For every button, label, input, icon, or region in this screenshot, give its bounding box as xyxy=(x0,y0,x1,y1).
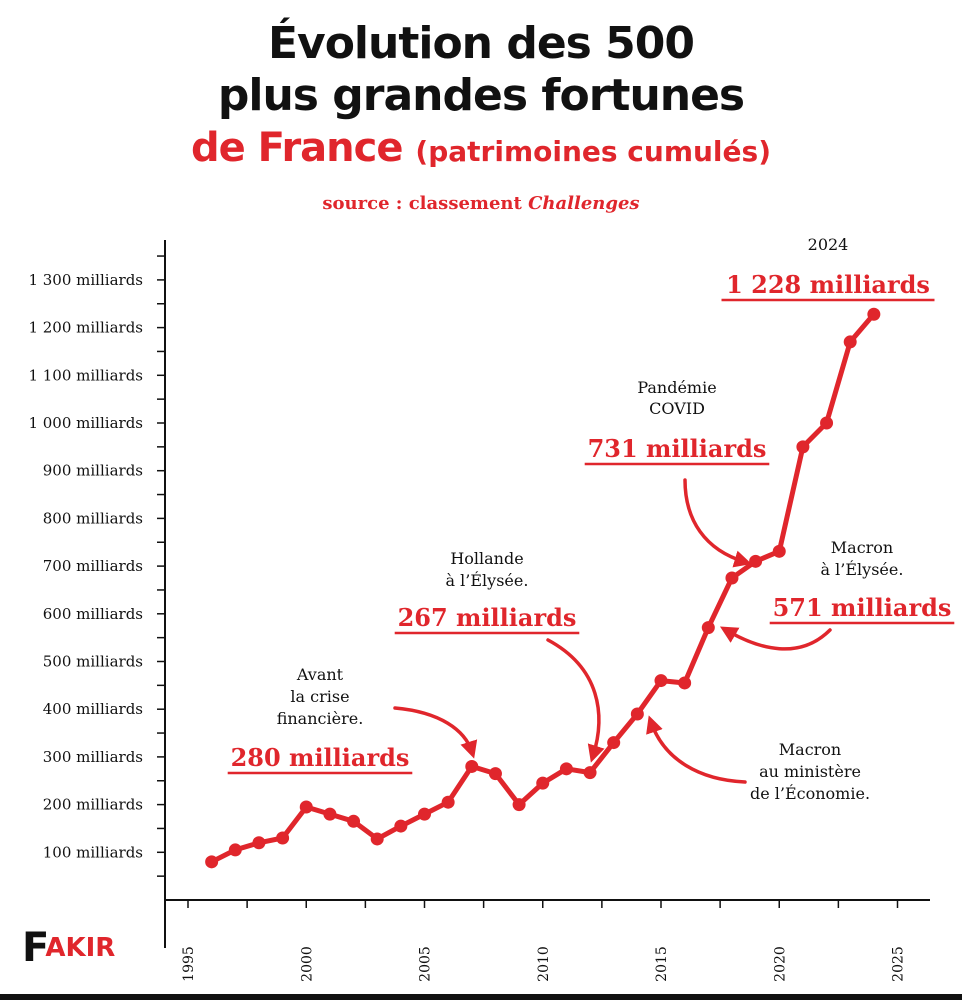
annotation-value: 267 milliards xyxy=(398,603,577,632)
data-point xyxy=(701,621,715,635)
title-line-1: Évolution des 500 xyxy=(267,18,695,69)
logo-letter: F xyxy=(22,925,50,971)
chart-series xyxy=(205,307,881,869)
data-point xyxy=(465,759,479,773)
y-tick-label: 100 milliards xyxy=(43,843,143,861)
annotation-text: la crise xyxy=(290,687,349,706)
data-point xyxy=(583,766,597,780)
data-point xyxy=(441,795,455,809)
logo-text: AKIR xyxy=(45,933,116,963)
y-tick-label: 600 milliards xyxy=(43,605,143,623)
annotation-value: 571 milliards xyxy=(773,593,952,622)
y-tick-label: 1 300 milliards xyxy=(28,271,143,289)
data-point xyxy=(299,800,313,814)
data-point xyxy=(418,807,431,821)
source-note: source : classement Challenges xyxy=(0,193,962,214)
data-point xyxy=(205,855,219,869)
annotation-text: à l’Élysée. xyxy=(821,559,904,579)
annotation-value: 1 228 milliards xyxy=(726,270,930,299)
annotation-text: Avant xyxy=(296,665,344,684)
annotation-text: de l’Économie. xyxy=(750,783,870,803)
y-tick-label: 1 200 milliards xyxy=(28,319,143,337)
annotation-text: Macron xyxy=(779,740,841,759)
source-name: Challenges xyxy=(528,193,640,214)
data-point xyxy=(630,707,644,721)
chart-annotations: Avant la crise financière. 280 milliards Hol… xyxy=(227,235,955,803)
title-subtitle: (patrimoines cumulés) xyxy=(415,135,771,168)
y-tick-label: 700 milliards xyxy=(43,557,143,575)
data-point xyxy=(843,335,857,349)
data-point xyxy=(654,674,668,688)
data-point xyxy=(394,819,408,833)
data-point xyxy=(796,440,810,454)
data-point xyxy=(607,736,621,750)
x-tick-label: 2020 xyxy=(772,946,788,982)
y-tick-label: 400 milliards xyxy=(43,700,143,718)
x-tick-label: 2015 xyxy=(654,946,670,982)
data-point xyxy=(536,776,550,790)
data-point xyxy=(276,831,290,845)
y-tick-label: 300 milliards xyxy=(43,748,143,766)
y-tick-label: 800 milliards xyxy=(43,509,143,527)
data-point xyxy=(749,554,763,568)
title-line-2: plus grandes fortunes xyxy=(217,70,745,121)
x-tick-label: 1995 xyxy=(181,946,197,982)
annotation-text: Macron xyxy=(831,538,893,557)
x-tick-label: 2005 xyxy=(418,946,434,982)
source-prefix: source : classement xyxy=(322,193,522,214)
data-point xyxy=(370,832,384,846)
x-tick-label: 2000 xyxy=(299,946,315,982)
data-point xyxy=(347,814,361,828)
x-tick-label: 2025 xyxy=(891,946,907,982)
annotation-text: 2024 xyxy=(808,235,849,254)
annotation-arrow xyxy=(546,638,605,763)
data-point xyxy=(228,843,242,857)
y-tick-label: 1 000 milliards xyxy=(28,414,143,432)
annotation-arrow xyxy=(646,715,747,784)
annotation-arrow xyxy=(719,626,832,651)
chart-axes: 100 milliards 200 milliards 300 milliards 4… xyxy=(28,240,930,982)
annotation-text: Pandémie xyxy=(637,378,716,397)
chart-annotation-arrows xyxy=(393,478,832,784)
data-point xyxy=(488,767,502,781)
title-country: de France xyxy=(190,125,403,171)
data-point xyxy=(725,571,739,585)
data-point xyxy=(867,307,881,321)
data-point xyxy=(323,807,337,821)
data-point xyxy=(820,416,834,430)
annotation-text: Hollande xyxy=(450,549,523,568)
y-tick-label: 500 milliards xyxy=(43,653,143,671)
annotation-arrow xyxy=(683,478,752,568)
y-tick-label: 200 milliards xyxy=(43,796,143,814)
x-tick-label: 2010 xyxy=(536,946,552,982)
annotation-value: 280 milliards xyxy=(231,743,410,772)
annotation-text: à l’Élysée. xyxy=(446,570,529,590)
data-point xyxy=(678,676,692,690)
annotation-text: financière. xyxy=(277,709,364,728)
annotation-value: 731 milliards xyxy=(588,434,767,463)
annotation-arrow xyxy=(393,706,478,759)
data-point xyxy=(772,544,786,558)
data-point xyxy=(559,762,573,776)
annotation-text: COVID xyxy=(649,399,705,418)
bottom-bar xyxy=(0,994,962,1000)
data-point xyxy=(252,836,266,850)
title-line-3: de France (patrimoines cumulés) xyxy=(0,128,962,168)
y-tick-label: 1 100 milliards xyxy=(28,366,143,384)
annotation-text: au ministère xyxy=(759,762,861,781)
data-point xyxy=(512,798,526,812)
fakir-logo: F AKIR xyxy=(22,926,115,970)
y-tick-label: 900 milliards xyxy=(43,462,143,480)
